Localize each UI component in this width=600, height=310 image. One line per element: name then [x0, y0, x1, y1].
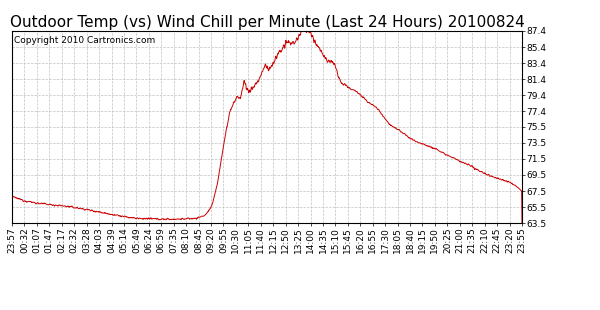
- Title: Outdoor Temp (vs) Wind Chill per Minute (Last 24 Hours) 20100824: Outdoor Temp (vs) Wind Chill per Minute …: [10, 15, 524, 30]
- Text: Copyright 2010 Cartronics.com: Copyright 2010 Cartronics.com: [14, 36, 155, 45]
